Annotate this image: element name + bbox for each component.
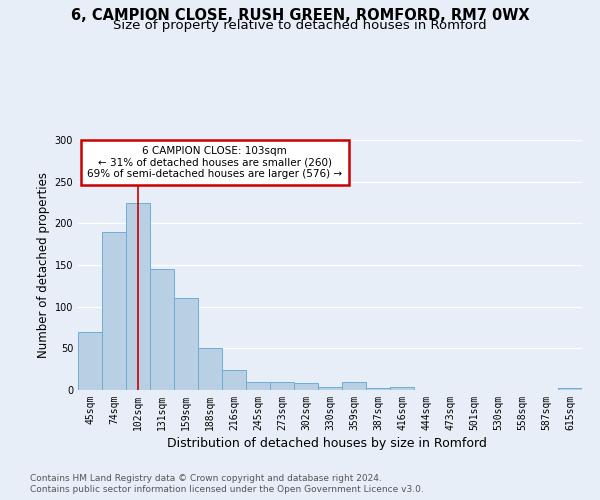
Text: Contains public sector information licensed under the Open Government Licence v3: Contains public sector information licen… bbox=[30, 485, 424, 494]
Bar bbox=[222, 370, 246, 390]
Bar bbox=[366, 388, 390, 390]
Bar bbox=[78, 332, 102, 390]
Text: Size of property relative to detached houses in Romford: Size of property relative to detached ho… bbox=[113, 19, 487, 32]
Bar bbox=[150, 269, 174, 390]
Bar bbox=[318, 386, 342, 390]
Bar bbox=[102, 232, 126, 390]
Text: Distribution of detached houses by size in Romford: Distribution of detached houses by size … bbox=[167, 438, 487, 450]
Bar bbox=[174, 298, 198, 390]
Text: 6 CAMPION CLOSE: 103sqm
← 31% of detached houses are smaller (260)
69% of semi-d: 6 CAMPION CLOSE: 103sqm ← 31% of detache… bbox=[87, 146, 343, 179]
Bar bbox=[270, 382, 294, 390]
Bar bbox=[198, 348, 222, 390]
Bar bbox=[342, 382, 366, 390]
Text: Contains HM Land Registry data © Crown copyright and database right 2024.: Contains HM Land Registry data © Crown c… bbox=[30, 474, 382, 483]
Text: 6, CAMPION CLOSE, RUSH GREEN, ROMFORD, RM7 0WX: 6, CAMPION CLOSE, RUSH GREEN, ROMFORD, R… bbox=[71, 8, 529, 22]
Bar bbox=[126, 202, 150, 390]
Y-axis label: Number of detached properties: Number of detached properties bbox=[37, 172, 50, 358]
Bar bbox=[294, 384, 318, 390]
Bar bbox=[558, 388, 582, 390]
Bar bbox=[390, 386, 414, 390]
Bar bbox=[246, 382, 270, 390]
